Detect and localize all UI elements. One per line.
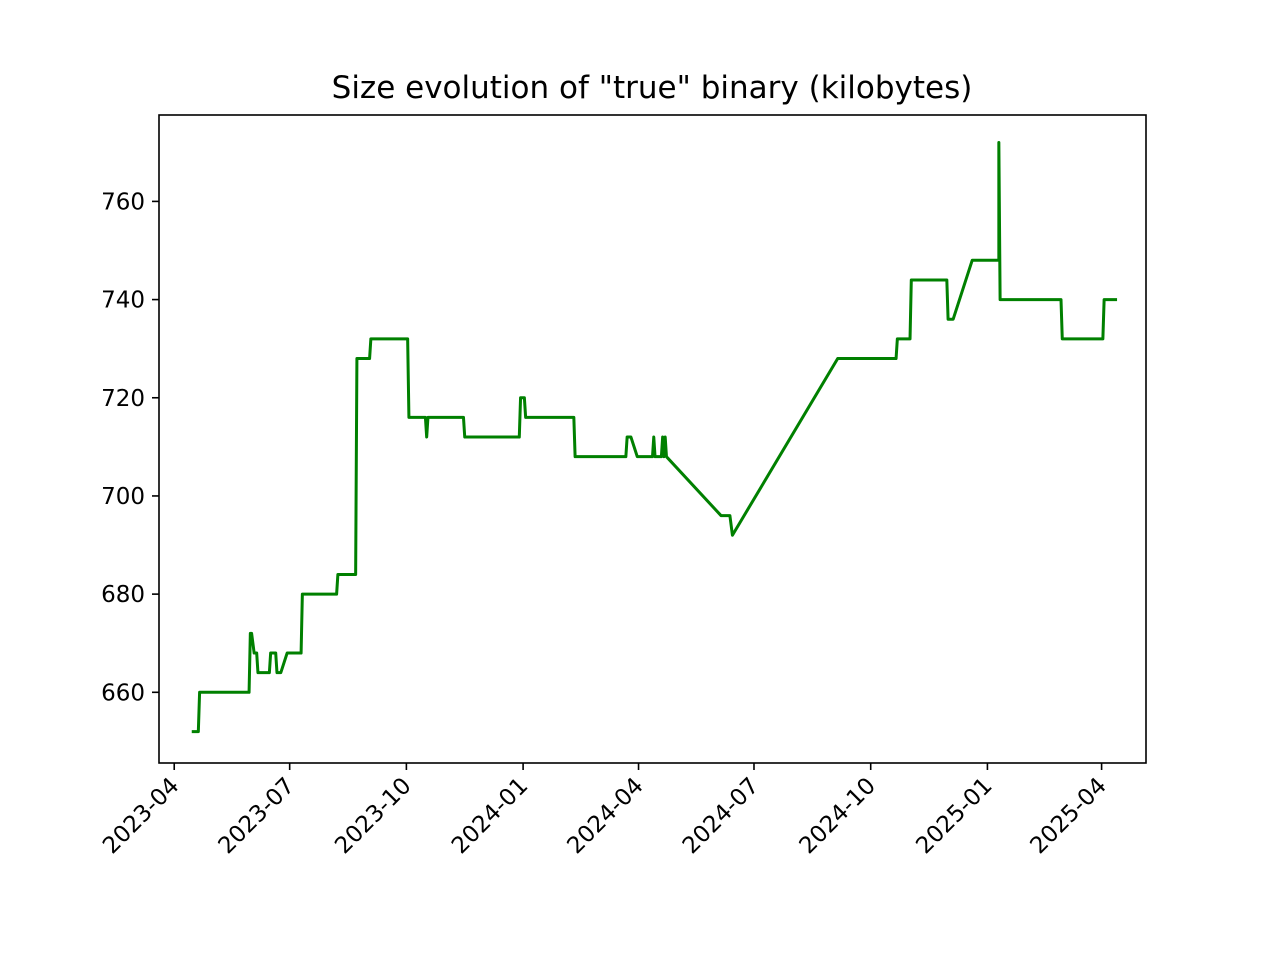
x-axis: 2023-04 2023-07 2023-10 2024-01 2024-04 2024-… [98,763,1112,859]
x-tick-label: 2024-07 [678,773,764,859]
chart-title: Size evolution of "true" binary (kilobyt… [332,70,973,106]
x-tick-label: 2023-10 [330,773,416,859]
series-line-0 [191,140,1118,734]
y-tick-label: 760 [101,189,145,215]
axes-frame [158,114,1147,764]
y-axis: 660 680 700 720 740 760 [101,189,159,706]
x-tick-label: 2025-01 [911,773,997,859]
x-tick-label: 2024-10 [795,773,881,859]
y-tick-label: 660 [101,680,145,706]
x-tick-label: 2024-04 [562,773,648,859]
x-tick-label: 2023-04 [98,773,184,859]
x-tick-label: 2025-04 [1025,773,1111,859]
y-tick-label: 680 [101,582,145,608]
y-tick-label: 700 [101,484,145,510]
y-tick-label: 720 [101,386,145,412]
x-tick-label: 2023-07 [214,773,300,859]
plot-area [191,140,1118,734]
y-tick-label: 740 [101,288,145,314]
x-tick-label: 2024-01 [447,773,533,859]
